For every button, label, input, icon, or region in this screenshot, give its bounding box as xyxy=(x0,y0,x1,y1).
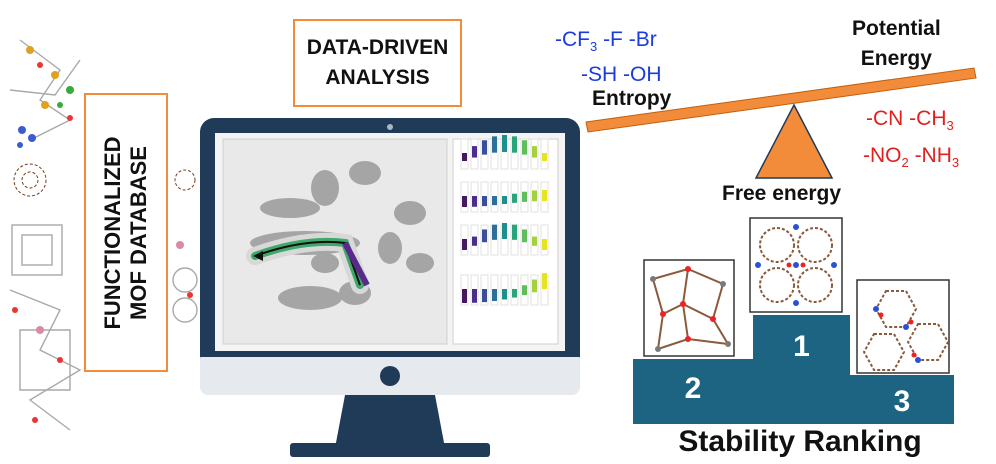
rank-second: 2 xyxy=(684,372,702,405)
mini-plot-bar xyxy=(502,223,507,239)
mini-plot-frame xyxy=(510,181,519,213)
database-label-text: FUNCTIONALIZED MOF DATABASE xyxy=(100,136,152,329)
podium-third xyxy=(850,375,954,424)
mof-structure-first xyxy=(749,217,843,313)
mini-plot-frame xyxy=(530,138,539,170)
mini-plot-frame xyxy=(480,224,489,256)
potential-groups-line1: -CN -CH3 xyxy=(866,107,954,134)
mini-plot-frame xyxy=(520,224,529,256)
mini-plot-bar xyxy=(462,239,467,250)
mini-plot-bar xyxy=(532,236,537,246)
mini-plot-bar xyxy=(522,285,527,296)
mini-plot-frame xyxy=(480,181,489,213)
mini-plot-bar xyxy=(482,289,487,303)
mini-plot-bar xyxy=(502,289,507,300)
mini-plot-frame xyxy=(500,274,509,306)
mini-plot-bar xyxy=(542,190,547,201)
mini-plot-frame xyxy=(480,274,489,306)
mini-plot-bar xyxy=(512,193,517,203)
entropy-label: Entropy xyxy=(592,87,672,110)
mini-plot-bar xyxy=(482,229,487,243)
entropy-groups-line2: -SH -OH xyxy=(581,63,662,87)
mini-plot-bar xyxy=(542,273,547,289)
data-driven-analysis-label: DATA-DRIVEN ANALYSIS xyxy=(293,19,462,107)
mini-plot-frame xyxy=(500,181,509,213)
mini-plot-bar xyxy=(512,136,517,153)
potential-energy-line1: Potential xyxy=(852,17,941,40)
mini-plot-bar xyxy=(542,239,547,250)
mini-plot-bar xyxy=(472,289,477,303)
mini-plot-frame xyxy=(470,274,479,306)
mini-plot-bar xyxy=(462,196,467,207)
mini-plot-frame xyxy=(540,138,549,170)
mini-plot-frame xyxy=(520,138,529,170)
entropy-groups-line1: -CF3 -F -Br xyxy=(555,28,657,55)
rank-third: 3 xyxy=(893,385,911,418)
mini-plot-frame xyxy=(460,274,469,306)
mini-plot-frame xyxy=(490,274,499,306)
analysis-label-line1: DATA-DRIVEN xyxy=(306,36,449,59)
potential-groups: -CN -CH3 -NO2 -NH3 xyxy=(863,104,959,178)
database-label-line1: FUNCTIONALIZED xyxy=(100,135,125,330)
stability-ranking-title: Stability Ranking xyxy=(678,425,922,458)
mini-plot-frame xyxy=(470,181,479,213)
mini-plot-bar xyxy=(482,196,487,207)
mini-plot-frame xyxy=(470,224,479,256)
mini-plot-frame xyxy=(490,181,499,213)
mof-structure-second xyxy=(643,259,735,357)
mini-plot-frame xyxy=(520,181,529,213)
mini-plot-bar xyxy=(512,289,517,298)
entropy-groups: -CF3 -F -Br -SH -OH xyxy=(555,26,662,89)
mini-plot-frame xyxy=(460,181,469,213)
mini-plot-bar xyxy=(522,191,527,202)
mini-plot-frame xyxy=(520,274,529,306)
computer-monitor xyxy=(200,118,580,457)
podium-first xyxy=(753,315,850,424)
mini-plot-bar xyxy=(492,136,497,153)
free-energy-label: Free energy xyxy=(722,182,842,205)
mini-plot-bar xyxy=(472,146,477,158)
mini-plot-frame xyxy=(540,224,549,256)
mini-plot-bar xyxy=(532,190,537,202)
mini-plot-bar xyxy=(522,229,527,243)
podium-second xyxy=(633,359,753,424)
mof-structure-third xyxy=(856,279,950,374)
mini-plot-frame xyxy=(470,138,479,170)
mini-plot-bar xyxy=(472,236,477,246)
mini-plot-bar xyxy=(492,196,497,206)
potential-energy-label: Potential Energy xyxy=(852,14,941,74)
mini-plot-bar xyxy=(502,135,507,152)
potential-groups-line2: -NO2 -NH3 xyxy=(863,144,960,171)
rank-first: 1 xyxy=(793,330,810,363)
fulcrum-triangle xyxy=(754,103,834,179)
mini-plot-frame xyxy=(480,138,489,170)
mini-plot-bar xyxy=(522,140,527,155)
mof-structure-collage xyxy=(9,39,198,431)
mini-plot-bar xyxy=(492,289,497,302)
analysis-label-line2: ANALYSIS xyxy=(325,66,430,89)
mini-plot-bar xyxy=(462,289,467,303)
mini-plot-frame xyxy=(530,274,539,306)
database-label-line2: MOF DATABASE xyxy=(126,145,151,320)
potential-energy-line2: Energy xyxy=(860,47,932,70)
mini-plot-bar xyxy=(502,196,507,204)
mini-plot-bar xyxy=(542,153,547,161)
mini-plot-frame xyxy=(460,224,469,256)
functionalized-mof-database-label: FUNCTIONALIZED MOF DATABASE xyxy=(84,93,168,372)
mini-plot-bar xyxy=(462,153,467,161)
mini-plot-bar xyxy=(532,279,537,293)
mini-plot-bar xyxy=(492,224,497,240)
mini-plot-frame xyxy=(510,274,519,306)
mini-plot-bar xyxy=(532,146,537,158)
balance-scale xyxy=(585,67,977,179)
mini-plot-bar xyxy=(472,196,477,207)
mini-plot-frame xyxy=(540,181,549,213)
mini-plot-frame xyxy=(460,138,469,170)
mini-plot-frame xyxy=(530,224,539,256)
mini-plot-frame xyxy=(530,181,539,213)
mini-plot-bar xyxy=(512,224,517,240)
mini-plot-bar xyxy=(482,140,487,155)
